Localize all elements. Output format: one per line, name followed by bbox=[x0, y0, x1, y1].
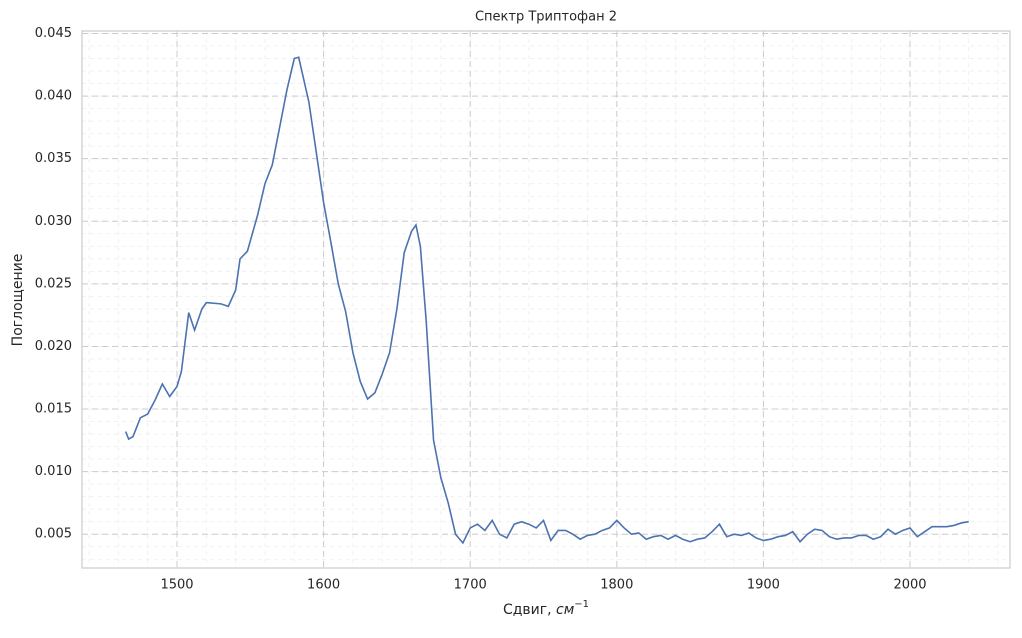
y-tick-label: 0.035 bbox=[35, 151, 72, 166]
y-tick-label: 0.030 bbox=[35, 214, 72, 229]
x-tick-label: 1800 bbox=[600, 578, 633, 593]
x-tick-label: 1700 bbox=[454, 578, 487, 593]
y-tick-label: 0.020 bbox=[35, 339, 72, 354]
chart-title: Спектр Триптофан 2 bbox=[475, 10, 617, 25]
x-tick-label: 1500 bbox=[160, 578, 193, 593]
y-tick-label: 0.045 bbox=[35, 26, 72, 41]
y-tick-label: 0.005 bbox=[35, 527, 72, 542]
y-axis-label: Поглощение bbox=[10, 254, 26, 347]
x-tick-label: 1900 bbox=[747, 578, 780, 593]
x-label-text: Сдвиг, bbox=[503, 602, 556, 618]
y-tick-label: 0.010 bbox=[35, 464, 72, 479]
line-series bbox=[124, 56, 969, 545]
plot-frame bbox=[81, 30, 1011, 569]
x-tick-label: 1600 bbox=[307, 578, 340, 593]
y-tick-label: 0.015 bbox=[35, 402, 72, 417]
x-tick-label: 2000 bbox=[893, 578, 926, 593]
x-axis-label: Сдвиг, см−1 bbox=[503, 599, 589, 618]
x-label-unit: см bbox=[556, 602, 575, 618]
y-tick-label: 0.025 bbox=[35, 276, 72, 291]
x-label-exponent: −1 bbox=[574, 599, 589, 610]
y-tick-label: 0.040 bbox=[35, 89, 72, 104]
